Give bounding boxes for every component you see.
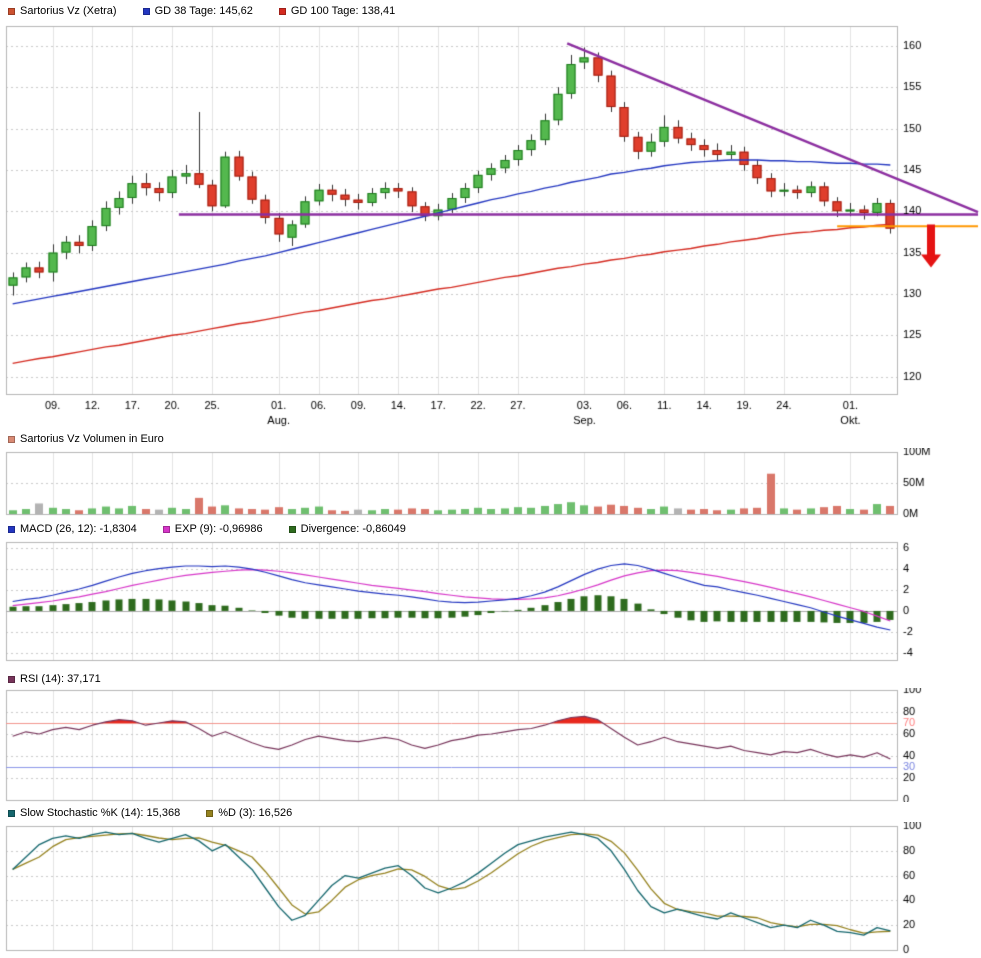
macd-legend-item: EXP (9): -0,96986 [162,523,263,535]
legend-label: GD 38 Tage: 145,62 [154,5,253,17]
macd-panel: MACD (26, 12): -1,8304 EXP (9): -0,96986 D… [0,518,981,665]
macd-chart-canvas [0,538,981,665]
macd-legend-swatch-icon [8,525,15,533]
volume-chart-canvas [0,448,981,518]
price-legend: Sartorius Vz (Xetra) GD 38 Tage: 145,62 GD… [0,0,981,20]
macd-legend: MACD (26, 12): -1,8304 EXP (9): -0,96986 D… [0,518,981,538]
stochastic-legend: Slow Stochastic %K (14): 15,368 %D (3): 1… [0,802,981,822]
legend-label: MACD (26, 12): -1,8304 [20,523,137,535]
price-panel: Sartorius Vz (Xetra) GD 38 Tage: 145,62 GD… [0,0,981,428]
macd-legend-swatch-icon [288,525,296,533]
legend-label: Divergence: -0,86049 [300,523,406,535]
legend-label: %D (3): 16,526 [218,807,293,819]
price-legend-swatch-icon [8,7,15,15]
legend-label: Slow Stochastic %K (14): 15,368 [20,807,181,819]
volume-legend-item: Sartorius Vz Volumen in Euro [8,433,164,445]
rsi-chart-canvas [0,688,981,802]
price-legend-item: Sartorius Vz (Xetra) [8,5,117,17]
rsi-legend-swatch-icon [8,675,15,683]
price-legend-swatch-icon [142,7,150,15]
price-legend-item: GD 100 Tage: 138,41 [278,5,396,17]
legend-label: RSI (14): 37,171 [20,673,101,685]
legend-label: Sartorius Vz (Xetra) [20,5,117,17]
volume-legend: Sartorius Vz Volumen in Euro [0,428,981,448]
price-chart-canvas [0,20,981,428]
stoch-legend-item: Slow Stochastic %K (14): 15,368 [8,807,180,819]
rsi-legend: RSI (14): 37,171 [0,665,981,688]
macd-legend-item: MACD (26, 12): -1,8304 [8,523,137,535]
stoch-legend-item: %D (3): 16,526 [206,807,292,819]
stoch-legend-swatch-icon [8,809,15,817]
legend-label: Sartorius Vz Volumen in Euro [20,433,164,445]
stochastic-panel: Slow Stochastic %K (14): 15,368 %D (3): 1… [0,802,981,958]
legend-label: GD 100 Tage: 138,41 [290,5,396,17]
legend-label: EXP (9): -0,96986 [174,523,263,535]
stochastic-chart-canvas [0,822,981,958]
volume-panel: Sartorius Vz Volumen in Euro [0,428,981,518]
price-legend-item: GD 38 Tage: 145,62 [142,5,253,17]
volume-legend-swatch-icon [8,435,15,443]
rsi-legend-item: RSI (14): 37,171 [8,673,101,685]
macd-legend-item: Divergence: -0,86049 [288,523,406,535]
price-legend-swatch-icon [278,7,286,15]
stoch-legend-swatch-icon [206,809,214,817]
rsi-panel: RSI (14): 37,171 [0,665,981,802]
macd-legend-swatch-icon [162,525,170,533]
